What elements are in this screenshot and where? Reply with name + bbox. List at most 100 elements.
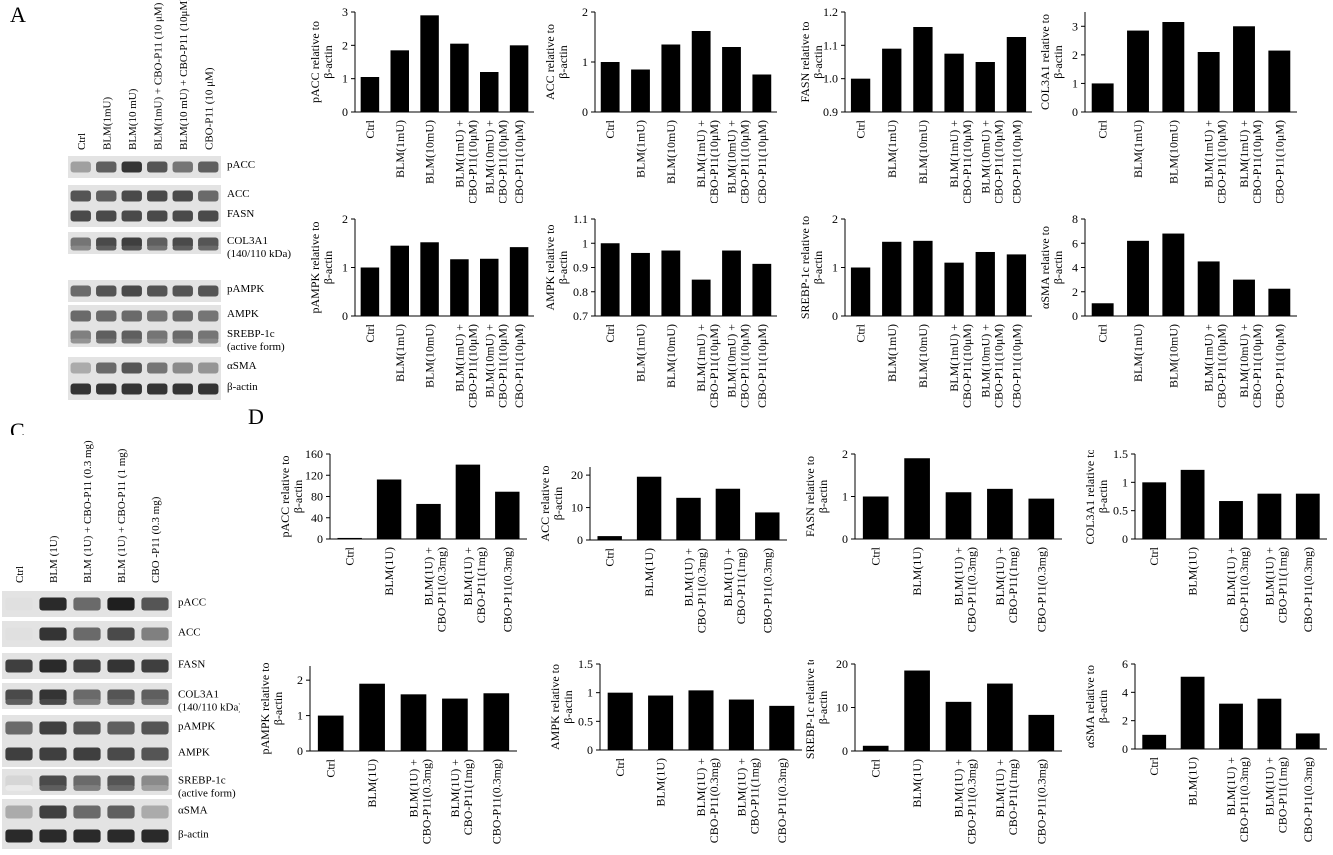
band <box>73 805 101 819</box>
x-tick-label: Ctrl <box>343 546 357 565</box>
x-tick-label: BLM(10mU) +CBO-P11(10μM) <box>482 324 509 408</box>
bar <box>607 692 633 750</box>
lane-label: CBO-P11 (10 μM) <box>203 67 215 150</box>
band-label: SREBP-1c <box>227 328 275 340</box>
y-tick-label: 4 <box>1122 685 1128 699</box>
y-tick-label: 1 <box>587 686 593 700</box>
band-lower <box>141 699 169 705</box>
y-tick-label: 0 <box>582 105 588 119</box>
lane-label: Ctrl <box>14 566 26 583</box>
band-lower <box>39 785 67 791</box>
band-label: β-actin <box>227 381 258 393</box>
band-label: AMPK <box>178 746 210 758</box>
y-tick-label: 2 <box>342 38 348 52</box>
y-tick-label: 1 <box>842 490 848 504</box>
lane-label: Ctrl <box>76 133 88 150</box>
x-tick-label: BLM(1U) +CBO-P11(0.3mg) <box>952 759 979 844</box>
y-tick-label: 1 <box>832 261 838 275</box>
bar <box>913 240 933 316</box>
y-tick-label: 0 <box>1122 742 1128 756</box>
band-lower <box>96 245 117 251</box>
band <box>5 659 33 673</box>
bar <box>1006 254 1027 316</box>
bar <box>904 670 930 751</box>
band <box>121 383 142 395</box>
lane-label: BLM (1U) + CBO-P11 (1 mg) <box>116 448 128 583</box>
bar <box>1142 734 1167 749</box>
bar <box>509 45 529 113</box>
band <box>107 805 135 819</box>
band-lower <box>172 245 193 251</box>
bar <box>1091 83 1114 112</box>
y-tick-label: 20 <box>836 660 848 671</box>
blot-svg: Ctrl BLM(1mU) BLM(10 mU) BLM(1mU) + CBO-P11… <box>68 0 291 400</box>
band <box>198 190 219 202</box>
bar <box>769 705 795 750</box>
bar-chart-16: 0 2 4 6 αSMA relative toβ-actin Ctrl BLM(1U) BL… <box>1083 660 1327 842</box>
x-tick-label: BLM(1mU) <box>885 120 899 178</box>
band-label: pACC <box>178 596 206 608</box>
y-axis-label: ACC relative toβ-actin <box>543 24 570 100</box>
band-label-sub: (140/110 kDa) <box>178 701 240 713</box>
bar <box>661 44 681 112</box>
y-tick-label: 0.5 <box>1113 504 1128 518</box>
y-tick-label: 0.9 <box>823 105 838 119</box>
band <box>121 190 142 202</box>
y-tick-label: 0 <box>342 309 348 323</box>
band <box>70 310 91 322</box>
y-tick-label: 0.5 <box>578 714 593 728</box>
y-axis-label: COL3A1 relative toβ-actin <box>1038 14 1065 110</box>
bar <box>455 464 481 539</box>
y-tick-label: 1 <box>342 72 348 86</box>
x-tick-label: Ctrl <box>1147 546 1161 565</box>
bar <box>1127 30 1149 113</box>
y-tick-label: 6 <box>1122 660 1128 671</box>
band <box>39 627 67 641</box>
y-tick-label: 1.1 <box>573 215 588 226</box>
band <box>198 383 219 395</box>
bar <box>715 488 741 540</box>
y-tick-label: 20 <box>571 468 583 482</box>
y-tick-label: 10 <box>836 701 848 715</box>
bar <box>913 27 933 112</box>
x-tick-label: BLM(1mU) +CBO-P11(10μM) <box>1202 324 1229 408</box>
band <box>73 627 101 641</box>
band-label: pAMPK <box>178 720 215 732</box>
band <box>107 597 135 611</box>
band-lower <box>70 245 91 251</box>
x-tick-label: BLM(1mU) <box>634 120 648 178</box>
x-tick-label: Ctrl <box>613 757 627 776</box>
y-tick-label: 0 <box>832 309 838 323</box>
band <box>39 659 67 673</box>
y-axis-label: FASN relative toβ-actin <box>803 456 830 537</box>
y-tick-label: 0 <box>1072 309 1078 323</box>
lane-label: BLM(10 mU) + CBO-P11 (10μM) <box>178 0 190 150</box>
band <box>70 383 91 395</box>
western-blot-c: Ctrl BLM (1U) BLM (1U) + CBO-P11 (0.3 mg) B… <box>0 435 242 855</box>
x-tick-label: BLM(1U) <box>642 548 656 597</box>
band-label: pAMPK <box>227 283 264 295</box>
band-label: COL3A1 <box>227 235 268 247</box>
band <box>73 721 101 735</box>
band <box>172 383 193 395</box>
band <box>172 161 193 173</box>
y-tick-label: 0.7 <box>573 309 588 323</box>
x-tick-label: BLM(1U) +CBO-P11(0.3mg) <box>1224 757 1251 842</box>
bar <box>631 69 650 112</box>
x-tick-label: BLM(1U) <box>910 547 924 596</box>
x-tick-label: BLM(1mU) +CBO-P11(10μM) <box>947 324 974 408</box>
band <box>147 161 168 173</box>
x-tick-label: BLM(1U) +CBO-P11(0.3mg) <box>682 548 709 633</box>
band <box>5 721 33 735</box>
bar <box>1268 50 1291 112</box>
x-tick-label: BLM(1U) +CBO-P11(0.3mg) <box>422 547 449 632</box>
band-label: αSMA <box>178 804 208 816</box>
x-tick-label: Ctrl <box>603 323 617 342</box>
band <box>70 161 91 173</box>
band-label: αSMA <box>227 360 257 372</box>
bar <box>450 43 469 112</box>
band <box>107 721 135 735</box>
